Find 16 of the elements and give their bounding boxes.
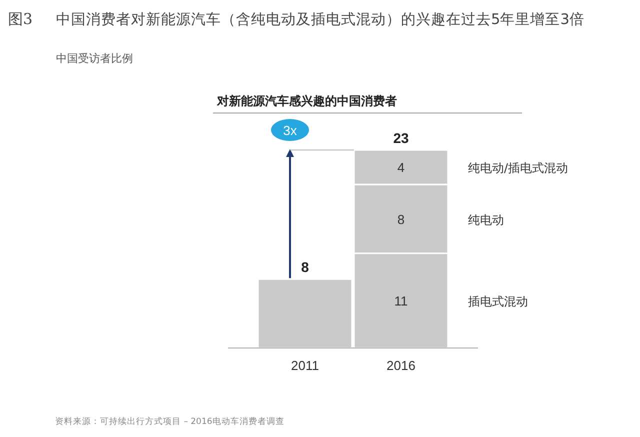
text: 中国受访者比例 [56,52,133,65]
series-label: 纯电动/插电式混动 [468,161,568,176]
series-label: 纯电动 [468,212,504,227]
caption: 图3 [8,10,33,28]
text: 对新能源汽车感兴趣的中国消费者 [216,94,397,108]
x-tick-label: 2011 [291,358,319,373]
x-tick-label: 2016 [386,358,416,373]
data-label: 11 [394,294,408,309]
text: 资料来源：可持续出行方式项目 – 2016电动车消费者调查 [55,416,284,427]
chart-title: 中国消费者对新能源汽车（含纯电动及插电式混动）的兴趣在过去5年里增至3倍 [56,11,584,28]
total-label: 23 [393,130,409,146]
text: 3x [283,123,298,138]
data-label: 8 [397,212,405,227]
series-label: 插电式混动 [468,294,528,309]
data-label: 4 [397,160,405,176]
total-label: 8 [301,259,310,276]
